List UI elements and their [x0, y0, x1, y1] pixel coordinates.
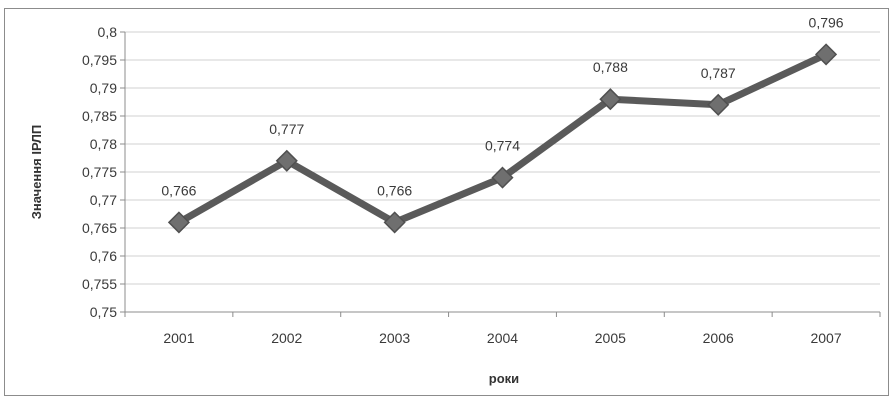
x-axis-label: роки: [489, 371, 519, 386]
y-tick-label: 0,78: [90, 136, 117, 152]
x-tick-label: 2001: [163, 330, 194, 346]
data-point-marker: [815, 43, 838, 66]
y-tick-label: 0,785: [82, 108, 117, 124]
y-tick-label: 0,75: [90, 304, 117, 320]
data-label: 0,774: [485, 138, 520, 154]
data-point-marker: [167, 211, 190, 234]
y-tick-label: 0,77: [90, 192, 117, 208]
x-tick-label: 2002: [271, 330, 302, 346]
y-tick-label: 0,8: [98, 24, 118, 40]
series-line: [167, 43, 838, 234]
data-label: 0,788: [593, 59, 628, 75]
data-point-marker: [383, 211, 406, 234]
data-labels: 0,766 0,777 0,766 0,774 0,788 0,787 0,796: [161, 14, 843, 198]
x-tick-label: 2004: [487, 330, 518, 346]
x-tick-label: 2003: [379, 330, 410, 346]
data-label: 0,766: [377, 182, 412, 198]
data-label: 0,787: [701, 65, 736, 81]
data-point-marker: [599, 88, 622, 111]
data-label: 0,766: [161, 182, 196, 198]
x-tick-label: 2006: [703, 330, 734, 346]
y-tick-label: 0,765: [82, 220, 117, 236]
data-point-marker: [491, 166, 514, 189]
data-point-marker: [275, 149, 298, 172]
y-tick-label: 0,795: [82, 52, 117, 68]
data-point-marker: [707, 93, 730, 116]
y-tick-label: 0,79: [90, 80, 117, 96]
y-tick-label: 0,775: [82, 164, 117, 180]
x-axis: 2001 2002 2003 2004 2005 2006 2007: [124, 32, 881, 346]
data-label: 0,796: [809, 14, 844, 30]
x-tick-label: 2005: [595, 330, 626, 346]
y-tick-label: 0,76: [90, 248, 117, 264]
gridlines: [125, 31, 880, 285]
y-tick-labels: 0,75 0,755 0,76 0,765 0,77 0,775 0,78 0,785 0,79…: [82, 24, 125, 320]
data-label: 0,777: [269, 121, 304, 137]
y-tick-label: 0,755: [82, 276, 117, 292]
x-tick-label: 2007: [810, 330, 841, 346]
y-axis-label: Значення ІРЛП: [29, 125, 44, 220]
